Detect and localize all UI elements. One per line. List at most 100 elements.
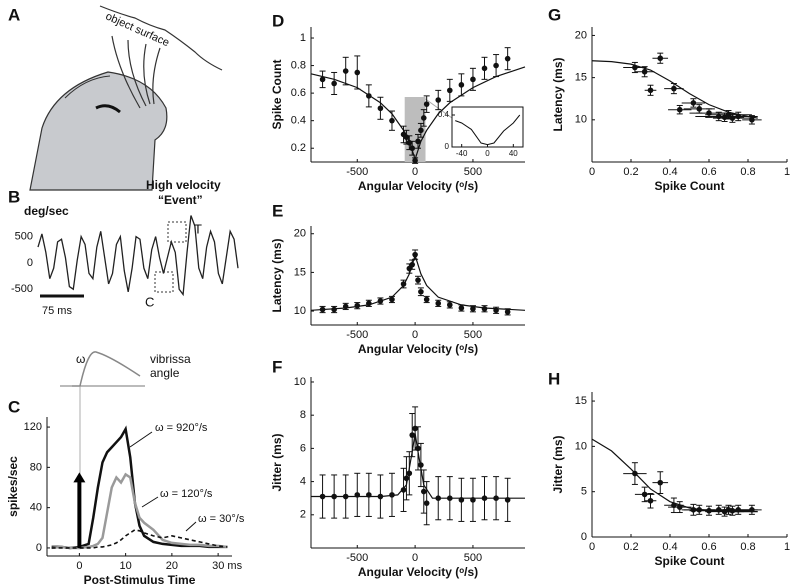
x-tick-label: 0	[589, 541, 595, 553]
x-tick-label: 0.6	[701, 541, 716, 553]
data-point	[493, 62, 499, 69]
y-tick-label: 20	[294, 228, 306, 240]
x-tick-label: 0.2	[623, 541, 638, 553]
data-point	[406, 265, 413, 272]
y-tick-label: 0	[581, 531, 587, 543]
whiskers	[111, 35, 161, 109]
x-tick-label: 0.8	[740, 541, 755, 553]
data-point	[409, 145, 416, 152]
y-tick-label: 8	[300, 409, 306, 421]
data-point	[342, 493, 349, 500]
annotation: ω = 920°/s	[155, 422, 208, 434]
annotation: C	[145, 294, 154, 309]
data-point	[366, 93, 372, 99]
velocity-trace	[37, 215, 239, 297]
data-point	[400, 281, 407, 287]
panel-label: E	[272, 201, 283, 220]
data-point	[735, 507, 742, 513]
data-point	[403, 475, 410, 482]
data-point	[641, 68, 648, 75]
data-point	[458, 305, 465, 311]
annotation: High velocity	[146, 178, 221, 192]
data-point	[458, 497, 465, 503]
annotation-leader	[141, 496, 159, 508]
data-point	[481, 65, 488, 72]
data-point	[406, 139, 413, 146]
panel-label: H	[548, 369, 560, 388]
annotation: ω = 30°/s	[198, 513, 245, 525]
x-tick-label: -500	[346, 552, 368, 564]
data-point	[470, 305, 476, 312]
y-tick-label: 15	[294, 266, 306, 278]
panel-label: B	[8, 187, 20, 206]
y-tick-label: 0	[36, 542, 42, 554]
y-axis-label: deg/sec	[24, 204, 69, 218]
data-point	[331, 493, 337, 500]
data-point	[403, 134, 410, 141]
stimulus-label: vibrissa	[150, 352, 191, 366]
x-tick-label: 0	[412, 166, 418, 178]
data-point	[647, 497, 654, 504]
y-tick-label: 0	[445, 142, 450, 151]
rat-head	[29, 71, 168, 191]
annotation: T	[194, 221, 202, 236]
y-tick-label: 0.6	[291, 87, 306, 99]
data-point	[435, 300, 442, 307]
y-tick-label: 0.4	[291, 115, 306, 127]
data-point	[418, 288, 424, 295]
data-point	[415, 445, 421, 452]
data-point	[423, 296, 430, 303]
y-tick-label: 10	[294, 305, 306, 317]
data-point	[647, 87, 654, 94]
data-point	[389, 296, 395, 303]
x-tick-label: 0	[76, 560, 82, 572]
data-point	[377, 493, 384, 500]
data-point	[671, 85, 677, 92]
x-tick-label: 1	[784, 166, 790, 178]
data-point	[504, 309, 511, 315]
x-tick-label: -40	[456, 149, 468, 158]
y-axis-label: Latency (ms)	[270, 238, 284, 312]
series-line	[51, 472, 228, 550]
annotation: “Event”	[158, 193, 203, 207]
x-tick-label: -500	[346, 329, 368, 341]
x-tick-label: 20	[166, 560, 178, 572]
y-tick-label: 0	[27, 257, 33, 269]
fit-curve	[591, 438, 758, 513]
ear	[64, 75, 111, 99]
data-point	[435, 97, 442, 103]
y-tick-label: 1	[300, 32, 306, 44]
data-point	[641, 491, 648, 498]
x-tick-label: 0.6	[701, 166, 716, 178]
x-tick-label: 500	[464, 329, 482, 341]
data-point	[504, 55, 511, 62]
data-point	[493, 495, 499, 501]
data-point	[319, 493, 326, 500]
data-point	[409, 432, 416, 438]
data-point	[354, 492, 361, 498]
y-tick-label: -500	[11, 283, 33, 295]
data-point	[447, 87, 453, 94]
y-tick-label: 120	[24, 421, 42, 433]
data-point	[354, 69, 361, 76]
annotation: ω = 120°/s	[160, 488, 213, 500]
x-axis-label: Angular Velocity (ᵒ/s)	[358, 565, 478, 579]
data-point	[749, 507, 755, 513]
data-point	[470, 76, 476, 83]
data-point	[435, 495, 442, 501]
annotation-leader	[185, 521, 197, 532]
data-point	[377, 298, 384, 304]
data-point	[331, 306, 337, 313]
y-tick-label: 0.4	[438, 110, 450, 119]
x-tick-label: 40	[509, 149, 518, 158]
data-point	[377, 105, 384, 112]
panel-label: G	[548, 5, 561, 24]
data-point	[415, 277, 421, 283]
y-tick-label: 0.8	[291, 59, 306, 71]
panel-c-stimulus	[60, 351, 145, 480]
x-axis-label: Post-Stimulus Time	[84, 573, 196, 585]
object-surface	[99, 5, 223, 71]
data-point	[729, 507, 736, 514]
data-point	[676, 106, 683, 113]
